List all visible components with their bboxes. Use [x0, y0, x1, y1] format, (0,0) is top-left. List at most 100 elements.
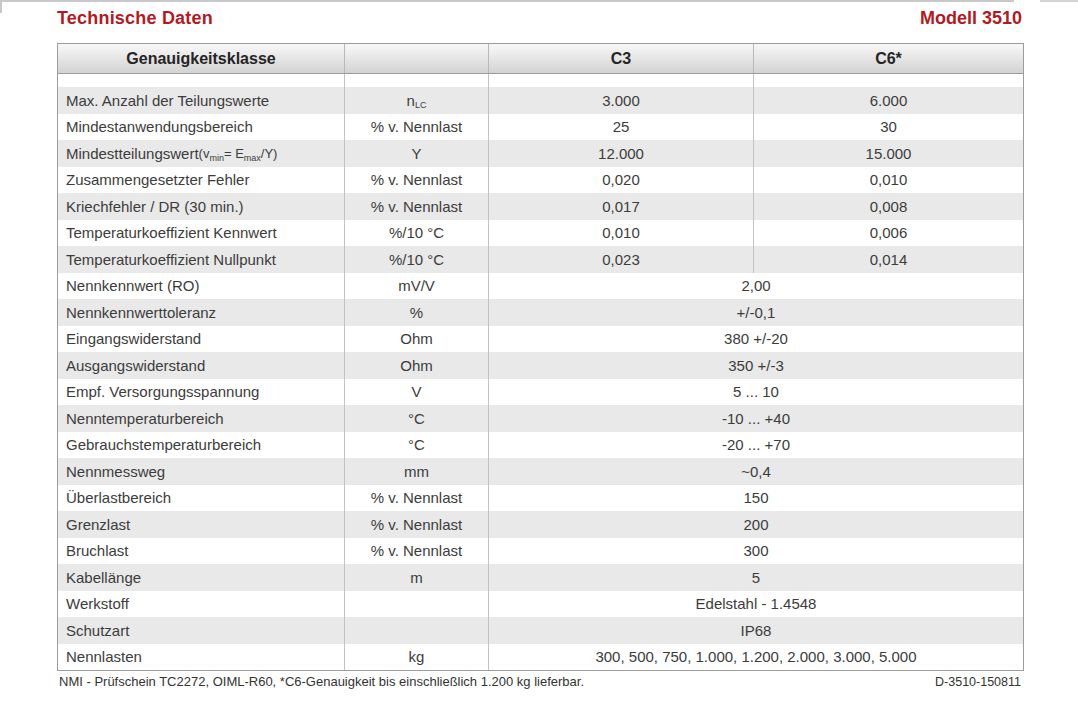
- row-label: Nennkennwert (RO): [58, 273, 344, 300]
- cell-text: Mindestanwendungsbereich: [66, 118, 253, 135]
- table-row: WerkstoffEdelstahl - 1.4548: [58, 591, 1023, 618]
- cell-text: Schutzart: [66, 622, 129, 639]
- row-value-merged: 5: [488, 564, 1023, 591]
- cell-text: /Y): [261, 146, 278, 161]
- footnote: NMI - Prüfschein TC2272, OIML-R60, *C6-G…: [59, 674, 584, 689]
- row-value-c3: 3.000: [488, 87, 753, 114]
- cell-text: % v. Nennlast: [371, 171, 462, 188]
- column-header-accuracy-class: Genauigkeitsklasse: [58, 44, 344, 73]
- table-row: Nenntemperaturbereich°C-10 ... +40: [58, 405, 1023, 432]
- cell-text: Nenntemperaturbereich: [66, 410, 224, 427]
- row-value-merged: 2,00: [488, 273, 1023, 300]
- cell-text: Mindestteilungswert: [66, 145, 199, 162]
- cell-text: Nennkennwert (RO): [66, 277, 199, 294]
- cell-text: Werkstoff: [66, 595, 129, 612]
- row-label: Zusammengesetzter Fehler: [58, 167, 344, 194]
- row-value-c3: 0,023: [488, 246, 753, 273]
- row-label: Ausgangswiderstand: [58, 352, 344, 379]
- page-left-tick: [0, 0, 2, 13]
- cell-text: Empf. Versorgungsspannung: [66, 383, 259, 400]
- spacer-cell: [753, 74, 1023, 87]
- cell-text: Kabellänge: [66, 569, 141, 586]
- table-row: Nennlasten kg 300, 500, 750, 1.000, 1.200,…: [58, 644, 1023, 671]
- spacer-cell: [344, 74, 488, 87]
- cell-text: Überlastbereich: [66, 489, 171, 506]
- row-unit: Ohm: [344, 352, 488, 379]
- cell-text: % v. Nennlast: [371, 489, 462, 506]
- row-value-merged: 380 +/-20: [488, 326, 1023, 353]
- row-unit: m: [344, 564, 488, 591]
- cell-text: Gebrauchstemperaturbereich: [66, 436, 261, 453]
- row-unit: °C: [344, 432, 488, 459]
- row-label: Kabellänge: [58, 564, 344, 591]
- row-value-c6: 30: [753, 114, 1023, 141]
- row-value-c6: 0,010: [753, 167, 1023, 194]
- cell-text: Nennkennwerttoleranz: [66, 304, 216, 321]
- cell-text: Zusammengesetzter Fehler: [66, 171, 249, 188]
- row-value-c6: 0,008: [753, 193, 1023, 220]
- row-value-c3: 25: [488, 114, 753, 141]
- cell-text: Y: [411, 145, 421, 162]
- cell-text: V: [411, 383, 421, 400]
- row-label: Nennlasten: [58, 644, 344, 671]
- row-label: Kriechfehler / DR (30 min.): [58, 193, 344, 220]
- cell-text: %/10 °C: [389, 224, 444, 241]
- table-row: Nennkennwert (RO)mV/V2,00: [58, 273, 1023, 300]
- subscript-text: max: [244, 154, 261, 163]
- table-row: Kabellänge m5: [58, 564, 1023, 591]
- cell-text: n: [407, 92, 415, 109]
- row-label: Max. Anzahl der Teilungswerte: [58, 87, 344, 114]
- column-header-c6: C6*: [753, 44, 1023, 73]
- row-unit: % v. Nennlast: [344, 167, 488, 194]
- cell-text: mm: [404, 463, 429, 480]
- row-label: Werkstoff: [58, 591, 344, 618]
- datasheet-page: Technische Daten Modell 3510 Genauigkeit…: [0, 0, 1078, 709]
- cell-text: Ausgangswiderstand: [66, 357, 205, 374]
- row-unit: % v. Nennlast: [344, 538, 488, 565]
- cell-text: °C: [408, 436, 425, 453]
- row-value-merged: 300: [488, 538, 1023, 565]
- column-header-c3: C3: [488, 44, 753, 73]
- cell-text: % v. Nennlast: [371, 542, 462, 559]
- cell-text: % v. Nennlast: [371, 198, 462, 215]
- row-label: Empf. Versorgungsspannung: [58, 379, 344, 406]
- cell-text: Kriechfehler / DR (30 min.): [66, 198, 244, 215]
- cell-text: kg: [409, 648, 425, 665]
- row-value-c3: 12.000: [488, 140, 753, 167]
- row-label: Nenntemperaturbereich: [58, 405, 344, 432]
- row-value-c3: 0,020: [488, 167, 753, 194]
- row-label: Mindestteilungswert (vmin = Emax/Y): [58, 140, 344, 167]
- row-label: Bruchlast: [58, 538, 344, 565]
- row-unit: mm: [344, 458, 488, 485]
- row-unit: %/10 °C: [344, 246, 488, 273]
- table-row: Mindestteilungswert (vmin = Emax/Y) Y 12.0…: [58, 140, 1023, 167]
- table-row: Temperaturkoeffizient Nullpunkt%/10 °C0,…: [58, 246, 1023, 273]
- cell-text: = E: [224, 146, 244, 161]
- table-row: Kriechfehler / DR (30 min.) % v. Nennlast…: [58, 193, 1023, 220]
- table-row: SchutzartIP68: [58, 617, 1023, 644]
- row-unit: % v. Nennlast: [344, 193, 488, 220]
- table-row: Grenzlast% v. Nennlast200: [58, 511, 1023, 538]
- row-value-merged: +/-0,1: [488, 299, 1023, 326]
- cell-text: %: [410, 304, 423, 321]
- row-value-merged: ~0,4: [488, 458, 1023, 485]
- row-label: Schutzart: [58, 617, 344, 644]
- row-unit: Y: [344, 140, 488, 167]
- row-unit: Ohm: [344, 326, 488, 353]
- row-value-c3: 0,017: [488, 193, 753, 220]
- row-label: Gebrauchstemperaturbereich: [58, 432, 344, 459]
- row-value-c6: 0,006: [753, 220, 1023, 247]
- cell-text: Temperaturkoeffizient Kennwert: [66, 224, 277, 241]
- cell-text: Ohm: [400, 330, 433, 347]
- table-row: Überlastbereich % v. Nennlast 150: [58, 485, 1023, 512]
- subscript-text: min: [209, 154, 224, 163]
- table-row: Nennkennwerttoleranz% +/-0,1: [58, 299, 1023, 326]
- row-unit: nLC: [344, 87, 488, 114]
- row-value-merged: 150: [488, 485, 1023, 512]
- cell-text: Eingangswiderstand: [66, 330, 201, 347]
- cell-text: Bruchlast: [66, 542, 129, 559]
- row-value-merged: 300, 500, 750, 1.000, 1.200, 2.000, 3.00…: [488, 644, 1023, 671]
- row-value-c3: 0,010: [488, 220, 753, 247]
- row-value-merged: 350 +/-3: [488, 352, 1023, 379]
- row-unit: V: [344, 379, 488, 406]
